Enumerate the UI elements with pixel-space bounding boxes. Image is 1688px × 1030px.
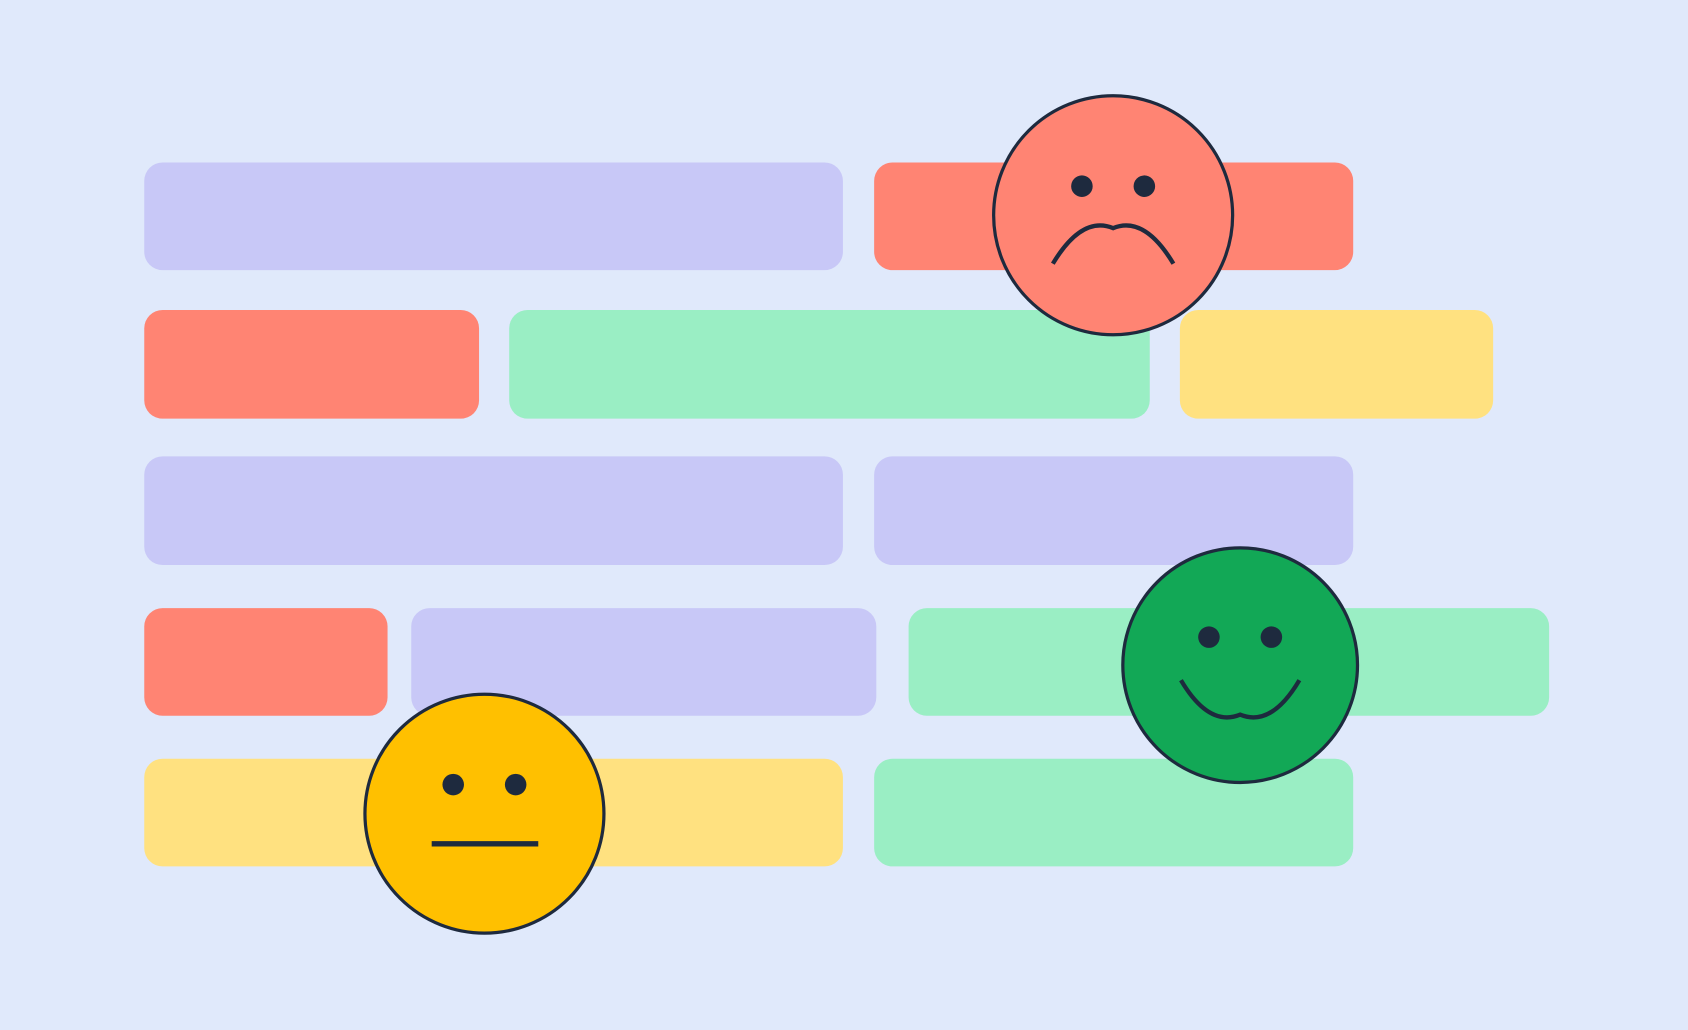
eye (1071, 175, 1093, 197)
bar (509, 309, 1150, 419)
neutral-face (363, 692, 606, 935)
eye (1260, 626, 1283, 648)
happy-face (1121, 546, 1360, 785)
eye (504, 773, 527, 796)
sad-face (992, 94, 1235, 337)
face-circle (1121, 546, 1360, 785)
bar (411, 608, 877, 716)
bar (874, 456, 1354, 566)
bar (1179, 309, 1494, 419)
face-circle (992, 94, 1235, 337)
bar (144, 162, 843, 271)
bar (874, 758, 1354, 867)
bar (144, 456, 843, 566)
bar (144, 309, 480, 419)
eye (1198, 626, 1220, 648)
mouth (1051, 223, 1176, 265)
face-circle (363, 692, 606, 935)
eye (442, 773, 464, 796)
eye (1133, 175, 1156, 197)
mouth (1179, 679, 1302, 720)
bar (144, 608, 388, 716)
